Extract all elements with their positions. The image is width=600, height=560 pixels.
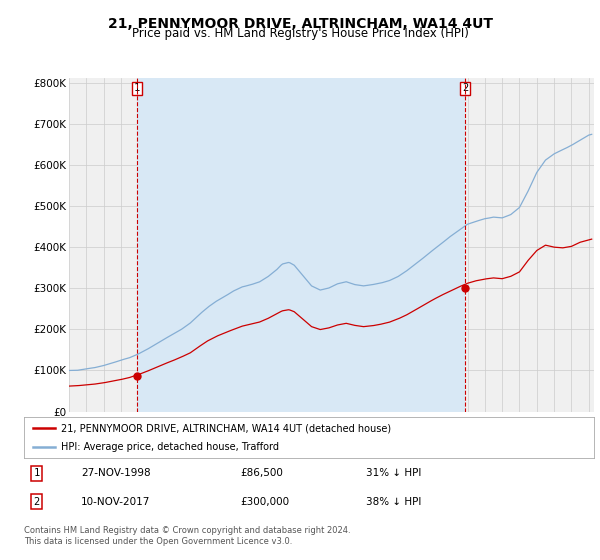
Text: 1: 1 bbox=[134, 83, 140, 94]
Text: 10-NOV-2017: 10-NOV-2017 bbox=[81, 497, 151, 507]
Bar bbox=[137, 78, 465, 412]
Text: 2: 2 bbox=[34, 497, 40, 507]
Text: 31% ↓ HPI: 31% ↓ HPI bbox=[366, 468, 421, 478]
Text: 21, PENNYMOOR DRIVE, ALTRINCHAM, WA14 4UT: 21, PENNYMOOR DRIVE, ALTRINCHAM, WA14 4U… bbox=[107, 17, 493, 31]
Text: Price paid vs. HM Land Registry's House Price Index (HPI): Price paid vs. HM Land Registry's House … bbox=[131, 27, 469, 40]
Text: 2: 2 bbox=[462, 83, 469, 94]
Text: 21, PENNYMOOR DRIVE, ALTRINCHAM, WA14 4UT (detached house): 21, PENNYMOOR DRIVE, ALTRINCHAM, WA14 4U… bbox=[61, 423, 391, 433]
Text: £300,000: £300,000 bbox=[241, 497, 290, 507]
Text: HPI: Average price, detached house, Trafford: HPI: Average price, detached house, Traf… bbox=[61, 442, 279, 451]
Text: 38% ↓ HPI: 38% ↓ HPI bbox=[366, 497, 421, 507]
Text: £86,500: £86,500 bbox=[241, 468, 283, 478]
Text: 1: 1 bbox=[34, 468, 40, 478]
Text: Contains HM Land Registry data © Crown copyright and database right 2024.
This d: Contains HM Land Registry data © Crown c… bbox=[24, 526, 350, 546]
Text: 27-NOV-1998: 27-NOV-1998 bbox=[81, 468, 151, 478]
